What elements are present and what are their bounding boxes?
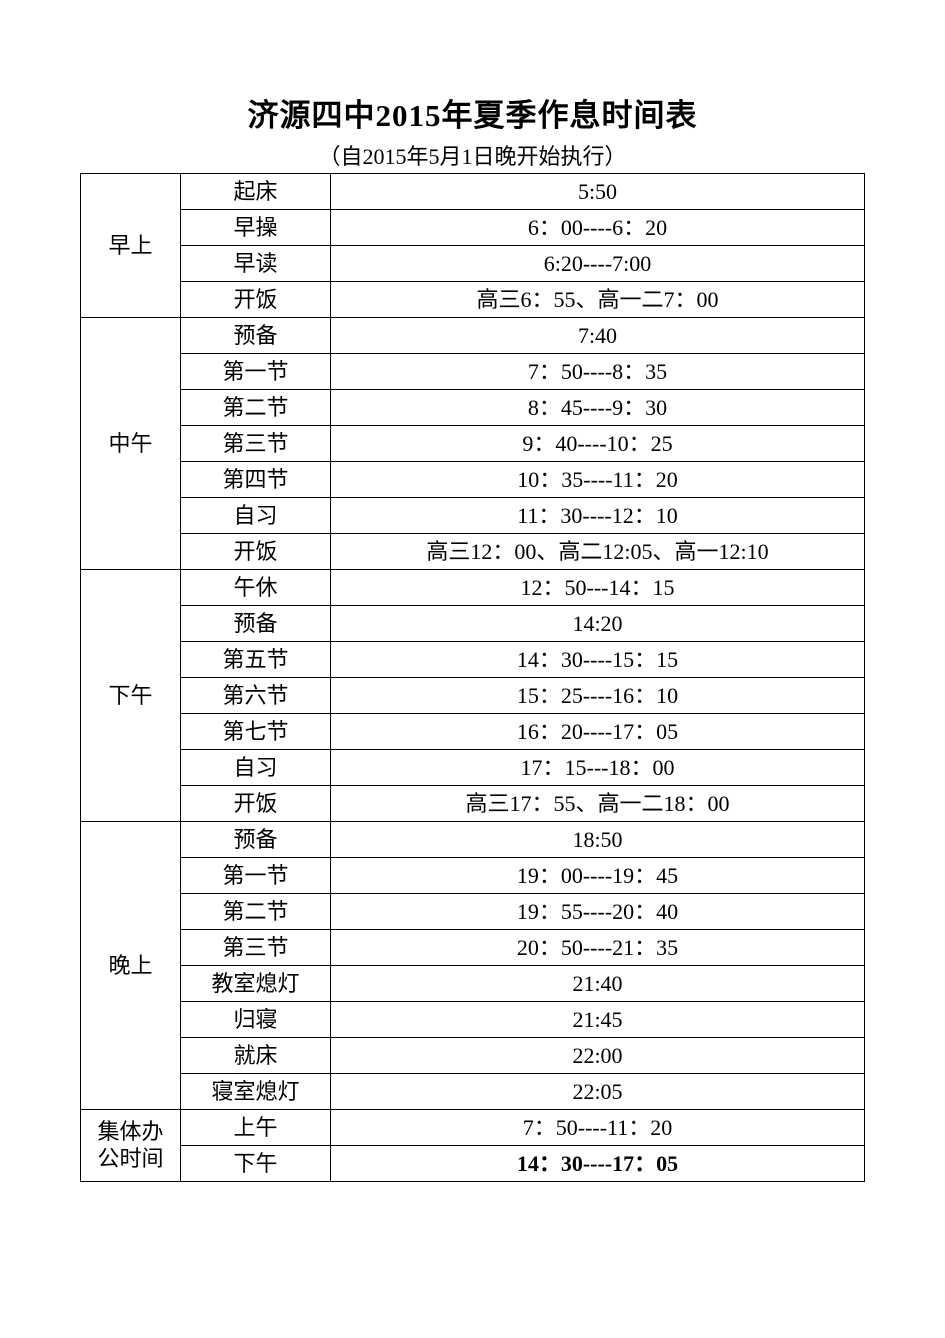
item-cell: 预备 xyxy=(181,606,331,642)
time-cell: 22:05 xyxy=(331,1074,865,1110)
table-row: 第一节7：50----8：35 xyxy=(81,354,865,390)
table-row: 中午预备7:40 xyxy=(81,318,865,354)
time-cell: 14：30----17：05 xyxy=(331,1146,865,1182)
time-cell: 18:50 xyxy=(331,822,865,858)
table-row: 第三节9：40----10：25 xyxy=(81,426,865,462)
table-row: 寝室熄灯22:05 xyxy=(81,1074,865,1110)
time-cell: 14：30----15：15 xyxy=(331,642,865,678)
schedule-table: 早上起床5:50早操6：00----6：20早读6:20----7:00开饭高三… xyxy=(80,173,865,1182)
table-row: 第七节16：20----17：05 xyxy=(81,714,865,750)
time-cell: 高三17：55、高一二18：00 xyxy=(331,786,865,822)
time-cell: 6：00----6：20 xyxy=(331,210,865,246)
item-cell: 预备 xyxy=(181,822,331,858)
item-cell: 寝室熄灯 xyxy=(181,1074,331,1110)
table-row: 预备14:20 xyxy=(81,606,865,642)
time-cell: 12：50---14：15 xyxy=(331,570,865,606)
section-label: 晚上 xyxy=(81,822,181,1110)
table-row: 归寝21:45 xyxy=(81,1002,865,1038)
item-cell: 自习 xyxy=(181,498,331,534)
page-title: 济源四中2015年夏季作息时间表 xyxy=(80,90,865,135)
time-cell: 11：30----12：10 xyxy=(331,498,865,534)
table-row: 教室熄灯21:40 xyxy=(81,966,865,1002)
item-cell: 起床 xyxy=(181,174,331,210)
item-cell: 下午 xyxy=(181,1146,331,1182)
item-cell: 开饭 xyxy=(181,282,331,318)
table-row: 第四节10：35----11：20 xyxy=(81,462,865,498)
item-cell: 第五节 xyxy=(181,642,331,678)
table-row: 集体办公时间上午7：50----11：20 xyxy=(81,1110,865,1146)
item-cell: 早操 xyxy=(181,210,331,246)
item-cell: 开饭 xyxy=(181,786,331,822)
time-cell: 7：50----8：35 xyxy=(331,354,865,390)
page-subtitle: （自2015年5月1日晚开始执行） xyxy=(80,139,865,171)
time-cell: 21:40 xyxy=(331,966,865,1002)
time-cell: 19：55----20：40 xyxy=(331,894,865,930)
item-cell: 第二节 xyxy=(181,390,331,426)
time-cell: 17：15---18：00 xyxy=(331,750,865,786)
time-cell: 5:50 xyxy=(331,174,865,210)
item-cell: 第七节 xyxy=(181,714,331,750)
table-row: 下午14：30----17：05 xyxy=(81,1146,865,1182)
time-cell: 14:20 xyxy=(331,606,865,642)
time-cell: 高三12：00、高二12:05、高一12:10 xyxy=(331,534,865,570)
item-cell: 第一节 xyxy=(181,858,331,894)
item-cell: 第六节 xyxy=(181,678,331,714)
table-row: 第三节20：50----21：35 xyxy=(81,930,865,966)
time-cell: 19：00----19：45 xyxy=(331,858,865,894)
section-label: 早上 xyxy=(81,174,181,318)
section-label-line: 公时间 xyxy=(97,1146,163,1171)
item-cell: 第二节 xyxy=(181,894,331,930)
item-cell: 开饭 xyxy=(181,534,331,570)
time-cell: 20：50----21：35 xyxy=(331,930,865,966)
item-cell: 归寝 xyxy=(181,1002,331,1038)
section-label: 集体办公时间 xyxy=(81,1110,181,1182)
item-cell: 预备 xyxy=(181,318,331,354)
table-row: 开饭高三12：00、高二12:05、高一12:10 xyxy=(81,534,865,570)
table-row: 自习11：30----12：10 xyxy=(81,498,865,534)
table-row: 自习17：15---18：00 xyxy=(81,750,865,786)
section-label: 中午 xyxy=(81,318,181,570)
item-cell: 第三节 xyxy=(181,426,331,462)
table-row: 下午午休12：50---14：15 xyxy=(81,570,865,606)
section-label: 下午 xyxy=(81,570,181,822)
table-row: 第五节14：30----15：15 xyxy=(81,642,865,678)
item-cell: 自习 xyxy=(181,750,331,786)
time-cell: 21:45 xyxy=(331,1002,865,1038)
table-row: 早上起床5:50 xyxy=(81,174,865,210)
time-cell: 6:20----7:00 xyxy=(331,246,865,282)
table-row: 早操6：00----6：20 xyxy=(81,210,865,246)
time-cell: 16：20----17：05 xyxy=(331,714,865,750)
table-row: 开饭高三6：55、高一二7：00 xyxy=(81,282,865,318)
time-cell: 8：45----9：30 xyxy=(331,390,865,426)
table-row: 第二节19：55----20：40 xyxy=(81,894,865,930)
item-cell: 教室熄灯 xyxy=(181,966,331,1002)
item-cell: 就床 xyxy=(181,1038,331,1074)
time-cell: 7:40 xyxy=(331,318,865,354)
item-cell: 午休 xyxy=(181,570,331,606)
time-cell: 高三6：55、高一二7：00 xyxy=(331,282,865,318)
item-cell: 第四节 xyxy=(181,462,331,498)
time-cell: 10：35----11：20 xyxy=(331,462,865,498)
table-row: 晚上预备18:50 xyxy=(81,822,865,858)
table-row: 就床22:00 xyxy=(81,1038,865,1074)
table-row: 早读6:20----7:00 xyxy=(81,246,865,282)
time-cell: 15：25----16：10 xyxy=(331,678,865,714)
item-cell: 上午 xyxy=(181,1110,331,1146)
table-row: 第六节15：25----16：10 xyxy=(81,678,865,714)
time-cell: 22:00 xyxy=(331,1038,865,1074)
table-row: 开饭高三17：55、高一二18：00 xyxy=(81,786,865,822)
time-cell: 9：40----10：25 xyxy=(331,426,865,462)
item-cell: 第三节 xyxy=(181,930,331,966)
time-cell: 7：50----11：20 xyxy=(331,1110,865,1146)
table-row: 第一节19：00----19：45 xyxy=(81,858,865,894)
section-label-line: 集体办 xyxy=(97,1119,163,1144)
item-cell: 早读 xyxy=(181,246,331,282)
table-row: 第二节8：45----9：30 xyxy=(81,390,865,426)
item-cell: 第一节 xyxy=(181,354,331,390)
